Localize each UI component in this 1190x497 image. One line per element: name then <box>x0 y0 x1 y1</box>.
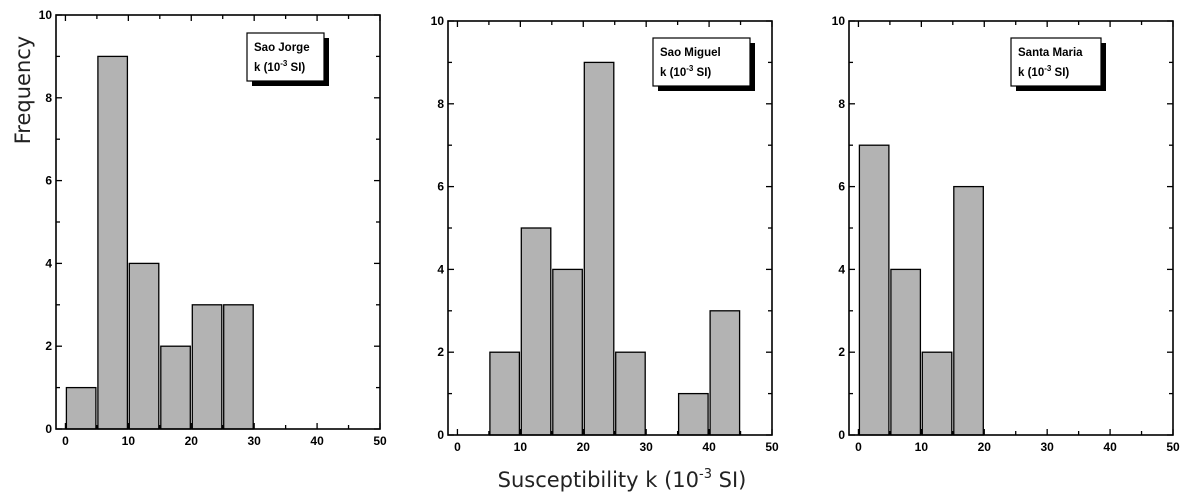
x-tick-label: 20 <box>577 440 591 454</box>
x-tick-label: 0 <box>62 434 69 448</box>
chart-panel-3: 0 10 20 30 40 50 0 2 4 6 8 10 Santa Maria k (10-3 SI) <box>832 14 1180 454</box>
y-tick-label: 10 <box>832 14 846 28</box>
x-tick-label: 50 <box>373 434 387 448</box>
histogram-bar <box>520 227 552 436</box>
legend-title: Santa Maria <box>1018 47 1083 59</box>
y-tick-label: 6 <box>838 180 845 194</box>
y-tick-label: 4 <box>437 262 444 276</box>
histogram-bar <box>65 386 97 430</box>
legend-unit-exponent: -3 <box>280 59 288 68</box>
x-tick-label: 30 <box>1040 440 1054 454</box>
x-tick-label: 40 <box>310 434 324 448</box>
y-tick-label: 0 <box>437 428 444 442</box>
legend-unit: k (10-3 SI) <box>660 64 711 79</box>
x-axis-label-tail: SI) <box>712 468 746 492</box>
legend-unit-base: k (10 <box>254 62 280 74</box>
histogram-bar <box>677 392 709 436</box>
y-tick-label: 10 <box>431 14 445 28</box>
histogram-bar <box>890 268 922 436</box>
histogram-bar <box>921 351 953 436</box>
y-tick-label: 8 <box>437 97 444 111</box>
x-tick-label: 0 <box>454 440 461 454</box>
legend-unit: k (10-3 SI) <box>254 59 305 74</box>
x-tick-label: 20 <box>978 440 992 454</box>
y-tick-label: 6 <box>45 174 52 188</box>
histogram-bar <box>97 55 129 430</box>
histogram-bar <box>552 268 583 436</box>
x-tick-label: 50 <box>1166 440 1180 454</box>
legend-box <box>246 32 325 82</box>
x-tick-label: 20 <box>185 434 199 448</box>
y-tick-label: 2 <box>437 345 444 359</box>
y-tick-label: 4 <box>45 256 52 270</box>
y-tick-label: 6 <box>437 180 444 194</box>
legend-unit-base: k (10 <box>660 67 686 79</box>
histogram-bar <box>858 144 890 436</box>
x-tick-label: 30 <box>247 434 261 448</box>
legend-unit-exponent: -3 <box>1044 64 1052 73</box>
histogram-bar <box>583 61 615 436</box>
x-tick-label: 10 <box>514 440 528 454</box>
histogram-bar <box>709 310 741 436</box>
histogram-bar <box>953 185 984 436</box>
x-tick-label: 40 <box>702 440 716 454</box>
histogram-bar <box>191 304 223 430</box>
y-tick-label: 0 <box>45 422 52 436</box>
y-tick-label: 8 <box>838 97 845 111</box>
histogram-bar <box>615 351 646 436</box>
x-tick-label: 30 <box>639 440 653 454</box>
chart-panel-1: 0 10 20 30 40 50 0 2 4 6 8 10 Sao Jorge k (10-3 SI) <box>39 8 387 448</box>
x-tick-label: 0 <box>855 440 862 454</box>
legend-unit-tail: SI) <box>287 62 305 74</box>
legend-unit-tail: SI) <box>693 67 711 79</box>
y-tick-label: 10 <box>39 8 53 22</box>
x-axis-label-exponent: -3 <box>699 467 712 482</box>
legend-box <box>652 37 751 87</box>
y-tick-label: 2 <box>838 345 845 359</box>
y-axis-label: Frequency <box>11 36 35 145</box>
x-axis-label: Susceptibility k (10-3 SI) <box>498 467 747 492</box>
histogram-bar <box>489 351 521 436</box>
legend-unit-base: k (10 <box>1018 67 1044 79</box>
histogram-bar <box>128 262 160 430</box>
chart-panel-2: 0 10 20 30 40 50 0 2 4 6 8 10 Sao Miguel k (10-3 SI) <box>431 14 779 454</box>
x-tick-label: 40 <box>1103 440 1117 454</box>
y-tick-label: 0 <box>838 428 845 442</box>
x-tick-label: 10 <box>915 440 929 454</box>
legend-unit-tail: SI) <box>1051 67 1069 79</box>
y-tick-label: 2 <box>45 339 52 353</box>
legend-unit-exponent: -3 <box>686 64 694 73</box>
histogram-bar <box>223 304 254 430</box>
legend-title: Sao Jorge <box>254 42 310 54</box>
histogram-bar <box>160 345 191 430</box>
y-tick-label: 4 <box>838 262 845 276</box>
x-axis-label-base: Susceptibility k (10 <box>498 468 699 492</box>
x-tick-label: 50 <box>765 440 779 454</box>
y-tick-label: 8 <box>45 91 52 105</box>
x-tick-label: 10 <box>122 434 136 448</box>
legend-box <box>1010 37 1102 87</box>
legend-unit: k (10-3 SI) <box>1018 64 1069 79</box>
legend-title: Sao Miguel <box>660 47 721 59</box>
